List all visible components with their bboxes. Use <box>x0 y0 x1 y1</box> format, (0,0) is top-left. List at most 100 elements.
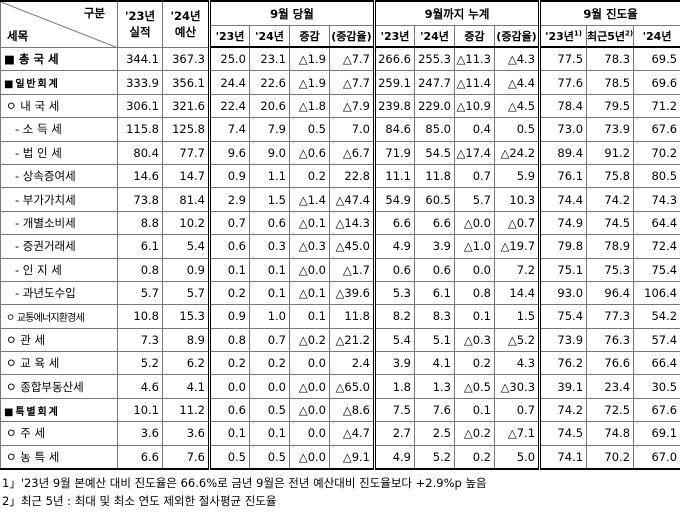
cell: 78.4 <box>538 93 588 119</box>
cell: 5.3 <box>373 280 415 306</box>
footnotes: 1」'23년 9월 본예산 대비 진도율은 66.6%로 금년 9월은 전년 예… <box>0 474 680 510</box>
cell: 0.8 <box>454 280 495 306</box>
corner-cell: 구분 세목 <box>0 0 118 48</box>
table-body: ■ 총 국 세 344.1 367.3 25.0 23.1 △1.9 △7.7 266.6 25… <box>0 46 680 471</box>
table-row: - 상속증여세 14.6 14.7 0.9 1.1 0.2 22.8 11.1 11.8 0.7 5… <box>0 163 680 189</box>
cell: 74.8 <box>586 421 635 446</box>
cell: 73.0 <box>538 117 588 142</box>
cell: 321.6 <box>162 93 210 119</box>
row-label: ㅇ 교통에너지환경세 <box>0 304 118 329</box>
row-label: ㅇ 농 특 세 <box>0 444 118 471</box>
table-row: - 부가가치세 73.8 81.4 2.9 1.5 △1.4 △47.4 54.9 60.5 5.… <box>0 187 680 212</box>
cell: 6.6 <box>373 210 415 236</box>
cell: 0.6 <box>373 257 415 282</box>
cell: 93.0 <box>538 280 588 306</box>
cell: 5.1 <box>414 327 455 353</box>
cell: 5.4 <box>373 327 415 353</box>
cell: 7.0 <box>329 117 375 142</box>
cell: 0.1 <box>289 304 330 329</box>
cell: 4.9 <box>373 234 415 259</box>
cell: 80.4 <box>117 140 163 165</box>
table-row: ■ 총 국 세 344.1 367.3 25.0 23.1 △1.9 △7.7 266.6 25… <box>0 46 680 72</box>
cell: 11.1 <box>373 163 415 189</box>
cell: 73.9 <box>538 327 588 353</box>
row-label: ㅇ 주 세 <box>0 421 118 446</box>
cell: 25.0 <box>208 46 250 72</box>
cell: 0.7 <box>493 397 541 423</box>
cell: △1.7 <box>329 257 375 282</box>
cell: 72.5 <box>586 397 635 423</box>
cell: △65.0 <box>329 374 375 399</box>
cell: 6.6 <box>117 444 163 471</box>
cell: 8.2 <box>373 304 415 329</box>
sub-header-text: '24년 <box>642 30 672 43</box>
cell: 96.4 <box>586 280 635 306</box>
cell: 0.6 <box>208 397 250 423</box>
corner-top: 구분 <box>83 6 105 20</box>
sub-header: (증감율) <box>493 25 541 48</box>
cell: 9.0 <box>249 140 290 165</box>
cell: 7.6 <box>162 444 210 471</box>
row-label: ■ 총 국 세 <box>0 46 118 72</box>
cell: 5.2 <box>414 444 455 471</box>
cell: △0.6 <box>289 140 330 165</box>
cell: △0.3 <box>289 234 330 259</box>
sub-header: '24년 <box>414 25 455 48</box>
cell: 4.6 <box>117 374 163 399</box>
sub-header: '23년 <box>208 25 250 48</box>
cell: 367.3 <box>162 46 210 72</box>
cell: 76.2 <box>538 351 588 376</box>
cell: 0.2 <box>454 351 495 376</box>
cell: 5.7 <box>117 280 163 306</box>
cell: 0.9 <box>208 163 250 189</box>
cell: △45.0 <box>329 234 375 259</box>
header-row: 구분 세목 '23년 실적 '24년 예산 9월 당월 9월까지 누계 9월 진도율 <box>0 0 680 48</box>
cell: △0.3 <box>454 327 495 353</box>
cell: 0.3 <box>249 234 290 259</box>
sub-header-text: 증감 <box>299 30 320 43</box>
cell: △0.1 <box>289 210 330 236</box>
cell: 10.3 <box>493 187 541 212</box>
cell: 0.6 <box>414 257 455 282</box>
cell: 0.0 <box>208 374 250 399</box>
cell: 356.1 <box>162 70 210 95</box>
cell: 2.9 <box>208 187 250 212</box>
cell: 6.6 <box>414 210 455 236</box>
cell: 10.2 <box>162 210 210 236</box>
cell: 78.5 <box>586 70 635 95</box>
cell: △9.1 <box>329 444 375 471</box>
cell: 77.3 <box>586 304 635 329</box>
cell: 1.0 <box>249 304 290 329</box>
cell: 0.5 <box>208 444 250 471</box>
cell: 0.7 <box>249 327 290 353</box>
group-header: 9월 당월 <box>208 0 375 26</box>
cell: 89.4 <box>538 140 588 165</box>
cell: 67.0 <box>633 444 680 471</box>
cell: 67.6 <box>633 397 680 423</box>
table-row: - 개별소비세 8.8 10.2 0.7 0.6 △0.1 △14.3 6.6 6.6 △0.0 △… <box>0 210 680 236</box>
sub-header: (증감율) <box>329 25 375 48</box>
cell: △7.9 <box>329 93 375 119</box>
cell: 1.5 <box>249 187 290 212</box>
cell: 0.1 <box>208 421 250 446</box>
cell: 54.9 <box>373 187 415 212</box>
row-label: ■ 일 반 회 계 <box>0 70 118 95</box>
cell: 70.2 <box>586 444 635 471</box>
cell: 76.1 <box>538 163 588 189</box>
cell: 0.5 <box>493 117 541 142</box>
cell: 0.9 <box>208 304 250 329</box>
cell: △1.4 <box>289 187 330 212</box>
row-label: - 인 지 세 <box>0 257 118 282</box>
cell: 14.7 <box>162 163 210 189</box>
cell: 0.2 <box>208 351 250 376</box>
cell: △0.0 <box>289 397 330 423</box>
tax-table: 구분 세목 '23년 실적 '24년 예산 9월 당월 9월까지 누계 9월 진도율… <box>0 0 680 471</box>
sub-header: '23년1) <box>538 25 588 48</box>
cell: 79.5 <box>586 93 635 119</box>
cell: 0.2 <box>289 163 330 189</box>
cell: 15.3 <box>162 304 210 329</box>
cell: 1.5 <box>493 304 541 329</box>
cell: 73.8 <box>117 187 163 212</box>
cell: 344.1 <box>117 46 163 72</box>
cell: 11.8 <box>329 304 375 329</box>
